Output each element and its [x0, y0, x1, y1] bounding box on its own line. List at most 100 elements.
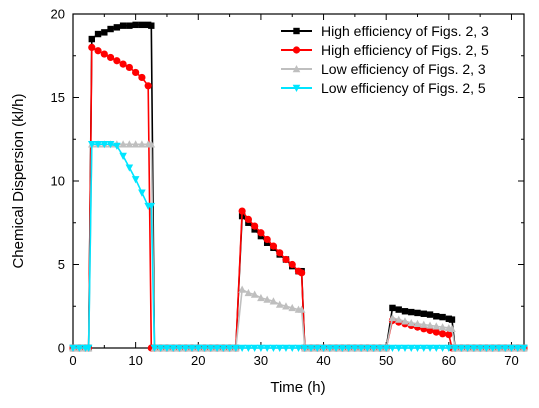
- data-point: [363, 344, 372, 352]
- data-point: [100, 141, 109, 149]
- data-point: [113, 142, 121, 150]
- data-point: [232, 344, 240, 352]
- data-point: [332, 344, 340, 352]
- data-point: [132, 68, 140, 77]
- data-point: [448, 316, 456, 323]
- legend-item: High efficiency of Figs. 2, 3: [281, 23, 489, 39]
- data-point: [326, 344, 334, 352]
- data-point: [138, 140, 146, 148]
- data-point: [413, 344, 422, 352]
- x-tick-label: 70: [504, 353, 518, 368]
- series-3: [69, 140, 528, 352]
- data-point: [451, 344, 459, 352]
- data-point: [88, 43, 96, 52]
- data-point: [87, 141, 96, 149]
- y-tick-label: 0: [58, 341, 65, 356]
- data-point: [250, 344, 259, 352]
- data-point: [369, 344, 378, 352]
- data-point: [238, 207, 246, 215]
- data-point: [407, 344, 416, 352]
- data-point: [376, 344, 384, 352]
- x-tick-label: 30: [254, 353, 268, 368]
- data-point: [432, 322, 441, 330]
- data-point: [163, 344, 171, 352]
- data-point: [394, 344, 403, 352]
- data-point: [144, 82, 152, 90]
- y-axis-label: Chemical Dispersion (kl/h): [10, 93, 27, 268]
- data-point: [138, 21, 146, 29]
- series-line: [73, 143, 524, 349]
- data-point: [438, 323, 447, 331]
- data-point: [476, 344, 484, 352]
- data-point: [457, 344, 466, 352]
- data-point: [244, 344, 253, 352]
- data-point: [125, 63, 133, 72]
- legend-label: High efficiency of Figs. 2, 3: [321, 23, 489, 39]
- data-point: [282, 302, 290, 310]
- data-point: [389, 304, 396, 312]
- data-point: [463, 344, 472, 352]
- data-point: [84, 344, 93, 352]
- data-point: [433, 313, 440, 320]
- data-point: [207, 344, 215, 352]
- data-point: [495, 344, 503, 352]
- data-point: [257, 293, 265, 302]
- y-tick-label: 5: [58, 257, 65, 272]
- data-point: [94, 30, 102, 38]
- data-point: [438, 344, 447, 352]
- data-point: [131, 176, 140, 184]
- data-point: [138, 189, 146, 197]
- data-point: [101, 29, 108, 36]
- data-point: [426, 326, 434, 335]
- x-tick-label: 60: [442, 353, 456, 368]
- data-point: [388, 313, 397, 322]
- data-point: [257, 344, 265, 352]
- data-point: [275, 300, 284, 308]
- data-point: [125, 140, 134, 148]
- data-point: [313, 344, 322, 352]
- data-point: [147, 140, 156, 148]
- data-point: [263, 235, 271, 244]
- x-tick-label: 0: [69, 353, 76, 368]
- data-point: [147, 202, 156, 211]
- data-point: [288, 303, 297, 312]
- data-point: [507, 344, 516, 352]
- data-point: [288, 260, 296, 269]
- data-point: [388, 344, 397, 352]
- data-point: [300, 344, 309, 352]
- data-point: [439, 313, 446, 321]
- data-point: [126, 22, 133, 29]
- data-point: [138, 73, 146, 82]
- data-point: [200, 344, 209, 352]
- x-tick-label: 50: [379, 353, 393, 368]
- data-point: [419, 320, 428, 328]
- data-point: [432, 344, 441, 352]
- data-point: [420, 310, 427, 317]
- x-tick-label: 40: [316, 353, 330, 368]
- data-point: [414, 309, 421, 317]
- data-point: [113, 57, 121, 65]
- data-point: [244, 288, 253, 297]
- legend-label: Low efficiency of Figs. 2, 5: [321, 80, 486, 96]
- data-point: [132, 21, 139, 29]
- data-point: [426, 344, 434, 352]
- data-point: [244, 215, 252, 224]
- data-point: [219, 344, 228, 352]
- legend-marker: [292, 46, 301, 54]
- data-point: [488, 344, 497, 352]
- data-point: [282, 255, 290, 264]
- data-point: [88, 35, 95, 43]
- data-point: [175, 344, 184, 352]
- data-point: [156, 344, 165, 352]
- data-point: [269, 344, 278, 352]
- data-point: [106, 53, 115, 62]
- y-tick-label: 10: [51, 174, 65, 189]
- data-point: [344, 344, 353, 352]
- data-point: [169, 344, 178, 352]
- data-point: [298, 269, 306, 277]
- data-point: [257, 229, 265, 237]
- data-point: [357, 344, 365, 352]
- data-point: [426, 321, 434, 329]
- data-point: [250, 290, 259, 298]
- data-point: [382, 344, 390, 352]
